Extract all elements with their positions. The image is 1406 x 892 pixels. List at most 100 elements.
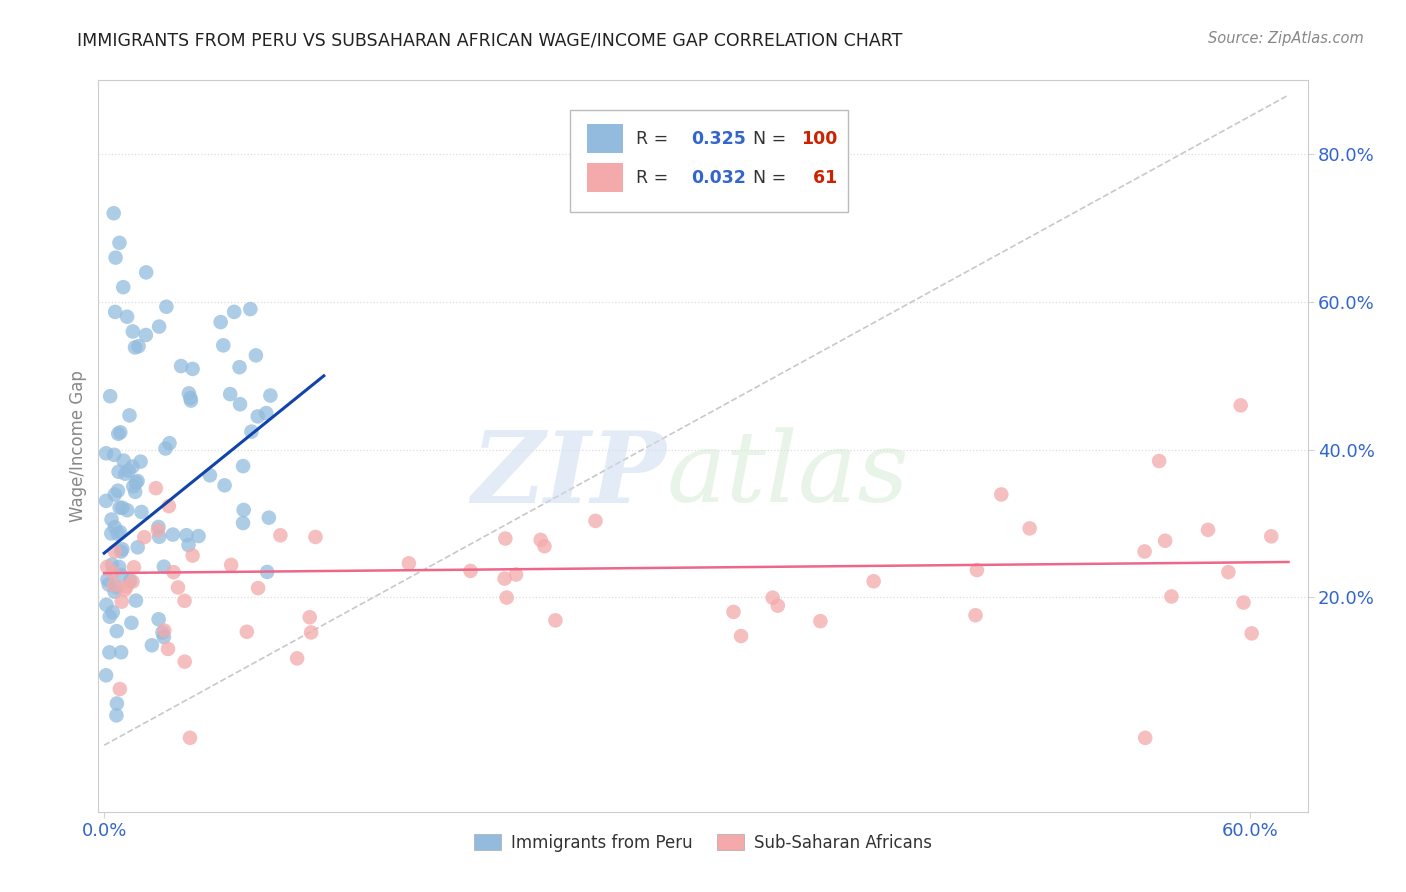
Point [1154,533,1177,548]
Point [148,530,170,544]
Point [723,605,745,619]
Point [96,559,118,574]
Point [94,494,117,508]
Text: IMMIGRANTS FROM PERU VS SUBSAHARAN AFRICAN WAGE/INCOME GAP CORRELATION CHART: IMMIGRANTS FROM PERU VS SUBSAHARAN AFRIC… [77,31,903,49]
Point [229,397,252,411]
Point [108,500,131,515]
Point [153,624,176,638]
Point [97,577,120,591]
Point [121,459,143,474]
Point [127,541,149,555]
Point [124,484,146,499]
Point [96,573,118,587]
Point [157,499,180,513]
Point [228,360,250,375]
Point [167,581,190,595]
Point [240,425,263,439]
Point [181,549,204,563]
Point [159,436,181,450]
Point [224,305,246,319]
Point [104,487,127,501]
Point [1229,398,1251,412]
Text: ZIP: ZIP [472,427,666,524]
Point [299,625,322,640]
Point [108,235,131,250]
Point [105,580,128,594]
Point [808,614,831,628]
Point [100,512,122,526]
Point [105,624,128,639]
Text: 61: 61 [801,169,837,186]
Point [180,393,202,408]
Point [121,574,143,589]
Point [131,505,153,519]
Point [104,520,127,534]
Point [108,525,131,540]
Point [98,389,121,403]
Point [105,697,128,711]
Point [162,527,184,541]
FancyBboxPatch shape [586,163,623,192]
Point [966,563,988,577]
Point [285,651,308,665]
Point [179,731,201,745]
Point [134,530,156,544]
Point [148,319,170,334]
Point [104,584,127,599]
Point [111,595,134,609]
Point [505,567,527,582]
Text: R =: R = [637,169,675,186]
Point [104,251,127,265]
Point [114,582,136,597]
Point [460,564,482,578]
Point [145,481,167,495]
Text: 100: 100 [801,130,838,148]
Point [112,280,135,294]
Point [112,453,135,467]
Point [153,630,176,644]
Point [247,581,270,595]
Text: Source: ZipAtlas.com: Source: ZipAtlas.com [1208,31,1364,46]
Text: 0.325: 0.325 [690,130,745,148]
Point [110,425,132,440]
Text: N =: N = [752,130,786,148]
Point [176,528,198,542]
Point [118,409,141,423]
Point [862,574,884,589]
Point [533,539,555,553]
Point [115,503,138,517]
Point [94,668,117,682]
Point [1147,454,1170,468]
Point [107,483,129,498]
Point [544,613,567,627]
Point [110,544,132,558]
Point [122,560,145,574]
Point [135,265,157,279]
Point [965,608,987,623]
Point [269,528,291,542]
Point [254,406,277,420]
Point [111,542,134,557]
Point [232,516,254,530]
Point [115,580,138,594]
Point [177,386,200,401]
Point [115,310,138,324]
Point [96,598,118,612]
Point [530,533,553,547]
Text: atlas: atlas [666,427,910,523]
Point [122,479,145,493]
Point [111,500,134,515]
Y-axis label: Wage/Income Gap: Wage/Income Gap [69,370,87,522]
Point [1232,595,1254,609]
Text: N =: N = [752,169,786,186]
Point [232,459,254,474]
Point [209,315,232,329]
Point [762,591,785,605]
Point [585,514,607,528]
Point [173,655,195,669]
Point [108,681,131,696]
Point [494,532,516,546]
Point [152,625,174,640]
Text: 0.032: 0.032 [690,169,745,186]
Point [103,448,125,462]
